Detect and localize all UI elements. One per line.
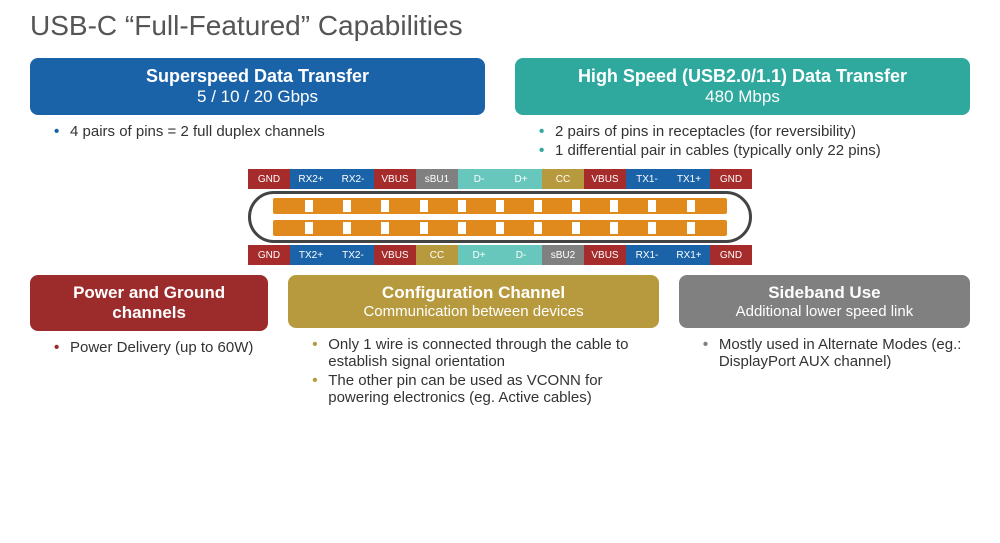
pin-rx2plus: RX2+: [290, 169, 332, 189]
pin-gnd: GND: [710, 245, 752, 265]
config-subtitle: Communication between devices: [298, 303, 649, 320]
pin-vbus: VBUS: [584, 245, 626, 265]
pin-sbu2: sBU2: [542, 245, 584, 265]
bullet-item: •1 differential pair in cables (typicall…: [539, 142, 966, 159]
bullet-text: 4 pairs of pins = 2 full duplex channels: [70, 123, 325, 140]
pin-dminus: D-: [458, 169, 500, 189]
superspeed-title: Superspeed Data Transfer: [40, 66, 475, 87]
power-card: Power and Ground channels •Power Deliver…: [30, 275, 268, 408]
bullet-text: Mostly used in Alternate Modes (eg.: Dis…: [719, 336, 962, 370]
pin-cc: CC: [542, 169, 584, 189]
bullet-text: 1 differential pair in cables (typically…: [555, 142, 881, 159]
sideband-bullets: •Mostly used in Alternate Modes (eg.: Di…: [679, 328, 970, 370]
contact-band-bottom: [273, 220, 727, 236]
contact-band-top: [273, 198, 727, 214]
sideband-title: Sideband Use: [689, 283, 960, 303]
highspeed-subtitle: 480 Mbps: [525, 87, 960, 107]
pin-vbus: VBUS: [374, 169, 416, 189]
bullet-item: •4 pairs of pins = 2 full duplex channel…: [54, 123, 481, 140]
highspeed-title: High Speed (USB2.0/1.1) Data Transfer: [525, 66, 960, 87]
power-header: Power and Ground channels: [30, 275, 268, 331]
pin-rx1plus: RX1+: [668, 245, 710, 265]
config-title: Configuration Channel: [298, 283, 649, 303]
bullet-item: •Only 1 wire is connected through the ca…: [312, 336, 655, 370]
superspeed-subtitle: 5 / 10 / 20 Gbps: [40, 87, 475, 107]
bullet-text: The other pin can be used as VCONN for p…: [328, 372, 602, 406]
config-bullets: •Only 1 wire is connected through the ca…: [288, 328, 659, 406]
pin-dplus: D+: [458, 245, 500, 265]
sideband-header: Sideband Use Additional lower speed link: [679, 275, 970, 328]
pin-vbus: VBUS: [374, 245, 416, 265]
power-bullets: •Power Delivery (up to 60W): [30, 331, 268, 356]
pin-tx1minus: TX1-: [626, 169, 668, 189]
bullet-text: 2 pairs of pins in receptacles (for reve…: [555, 123, 856, 140]
pin-tx1plus: TX1+: [668, 169, 710, 189]
highspeed-card: High Speed (USB2.0/1.1) Data Transfer 48…: [515, 58, 970, 161]
pin-gnd: GND: [248, 245, 290, 265]
pin-tx2plus: TX2+: [290, 245, 332, 265]
bullet-text: Only 1 wire is connected through the cab…: [328, 336, 628, 370]
top-row: Superspeed Data Transfer 5 / 10 / 20 Gbp…: [30, 58, 970, 161]
pin-rx1minus: RX1-: [626, 245, 668, 265]
pin-dplus: D+: [500, 169, 542, 189]
pin-row-top: GNDRX2+RX2-VBUSsBU1D-D+CCVBUSTX1-TX1+GND: [248, 169, 752, 189]
superspeed-card: Superspeed Data Transfer 5 / 10 / 20 Gbp…: [30, 58, 485, 161]
connector-shell: [248, 191, 752, 243]
pin-tx2minus: TX2-: [332, 245, 374, 265]
connector-diagram: GNDRX2+RX2-VBUSsBU1D-D+CCVBUSTX1-TX1+GND…: [30, 169, 970, 265]
pin-sbu1: sBU1: [416, 169, 458, 189]
pin-cc: CC: [416, 245, 458, 265]
bullet-text: Power Delivery (up to 60W): [70, 339, 253, 356]
bullet-item: •Mostly used in Alternate Modes (eg.: Di…: [703, 336, 966, 370]
pin-row-bottom: GNDTX2+TX2-VBUSCCD+D-sBU2VBUSRX1-RX1+GND: [248, 245, 752, 265]
superspeed-header: Superspeed Data Transfer 5 / 10 / 20 Gbp…: [30, 58, 485, 115]
bullet-item: •Power Delivery (up to 60W): [54, 339, 264, 356]
sideband-card: Sideband Use Additional lower speed link…: [679, 275, 970, 408]
highspeed-header: High Speed (USB2.0/1.1) Data Transfer 48…: [515, 58, 970, 115]
pin-vbus: VBUS: [584, 169, 626, 189]
sideband-subtitle: Additional lower speed link: [689, 303, 960, 320]
config-header: Configuration Channel Communication betw…: [288, 275, 659, 328]
pin-dminus: D-: [500, 245, 542, 265]
superspeed-bullets: •4 pairs of pins = 2 full duplex channel…: [30, 115, 485, 140]
power-title: Power and Ground channels: [40, 283, 258, 323]
bullet-item: •2 pairs of pins in receptacles (for rev…: [539, 123, 966, 140]
bottom-row: Power and Ground channels •Power Deliver…: [30, 275, 970, 408]
page-title: USB-C “Full-Featured” Capabilities: [30, 10, 970, 42]
config-card: Configuration Channel Communication betw…: [288, 275, 659, 408]
highspeed-bullets: •2 pairs of pins in receptacles (for rev…: [515, 115, 970, 159]
pin-gnd: GND: [248, 169, 290, 189]
pin-rx2minus: RX2-: [332, 169, 374, 189]
bullet-item: •The other pin can be used as VCONN for …: [312, 372, 655, 406]
pin-gnd: GND: [710, 169, 752, 189]
